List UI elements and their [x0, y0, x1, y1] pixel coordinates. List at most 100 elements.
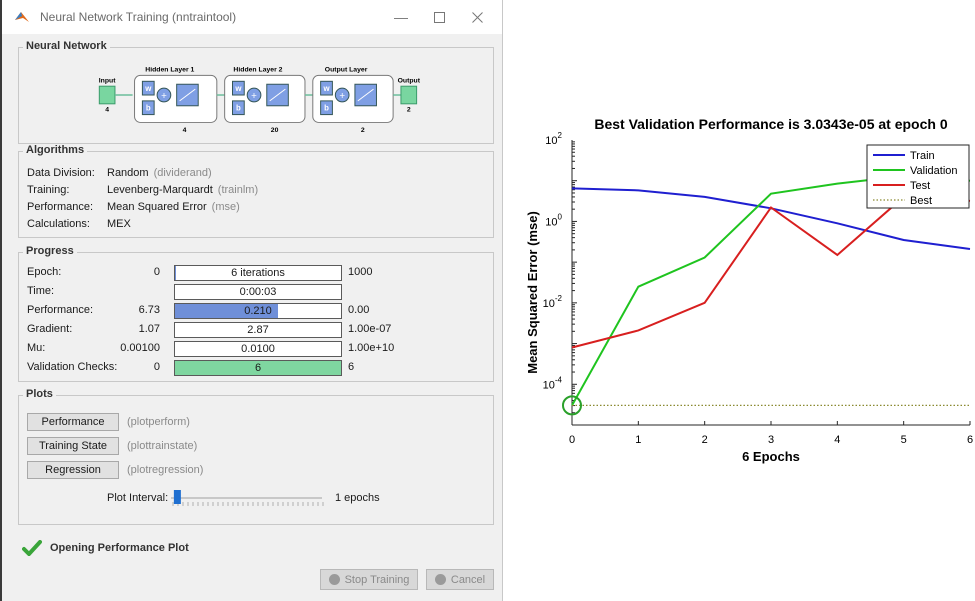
minimize-icon[interactable]: —	[394, 9, 408, 25]
progress-row: Validation Checks: 0 6 6	[27, 360, 487, 376]
maximize-icon[interactable]	[420, 0, 458, 34]
progress-key: Gradient:	[27, 323, 73, 335]
progress-bar: 6	[174, 360, 342, 376]
progress-value: 0.210	[244, 305, 272, 317]
algorithms-heading: Algorithms	[23, 144, 88, 156]
progress-fill	[175, 266, 176, 280]
plotregression-label: (plotregression)	[127, 464, 204, 476]
performance-chart: Best Validation Performance is 3.0343e-0…	[525, 116, 973, 464]
input-size: 4	[105, 107, 109, 114]
x-tick-label: 0	[569, 434, 575, 446]
x-tick-label: 4	[834, 434, 840, 446]
output-label: Output	[398, 77, 421, 84]
progress-key: Mu:	[27, 342, 46, 354]
stop-training-label: Stop Training	[344, 573, 410, 586]
progress-bar: 0:00:03	[174, 284, 342, 300]
progress-value: 0:00:03	[239, 286, 277, 298]
svg-text:+: +	[339, 91, 345, 102]
progress-key: Time:	[27, 285, 55, 297]
algorithm-key: Training:	[27, 184, 70, 196]
progress-start: 0	[153, 361, 160, 373]
legend-entry: Validation	[910, 165, 958, 177]
algorithm-value: Levenberg-Marquardt	[107, 184, 213, 196]
x-tick-label: 6	[967, 434, 973, 446]
algorithm-row: Calculations: MEX	[27, 218, 131, 232]
hidden2-size: 20	[271, 127, 279, 134]
series-test-line	[571, 195, 971, 349]
svg-text:+: +	[161, 91, 167, 102]
plottrainstate-label: (plottrainstate)	[127, 440, 198, 452]
status-line: Opening Performance Plot	[22, 540, 189, 556]
stop-training-button[interactable]: Stop Training	[320, 569, 418, 590]
legend-entry: Test	[910, 180, 930, 192]
progress-bar: 0.0100	[174, 341, 342, 357]
hidden2-weight: w	[234, 84, 242, 93]
output-layer-size: 2	[361, 127, 365, 134]
plotperform-label: (plotperform)	[127, 416, 190, 428]
progress-key: Validation Checks:	[27, 361, 118, 373]
algorithm-key: Calculations:	[27, 218, 90, 230]
progress-end: 1000	[348, 266, 373, 278]
progress-row: Performance: 6.73 0.210 0.00	[27, 303, 487, 319]
progress-start: 6.73	[138, 304, 160, 316]
algorithm-function: (trainlm)	[217, 184, 259, 196]
regression-plot-button[interactable]: Regression	[27, 461, 119, 479]
output-layer-label: Output Layer	[325, 67, 368, 74]
network-diagram: Input 4 Hidden Layer 1 w b + 4 Hidden La…	[99, 67, 421, 135]
slider-thumb	[173, 490, 181, 504]
stop-icon	[328, 574, 340, 585]
hidden1-size: 4	[183, 127, 187, 134]
neural-network-heading: Neural Network	[23, 40, 110, 52]
progress-bar: 6 iterations	[174, 265, 342, 281]
best-point-marker	[562, 395, 582, 416]
hidden2-bias: b	[236, 104, 241, 113]
progress-row: Time: 0:00:03	[27, 284, 487, 300]
legend-entry: Train	[910, 150, 935, 162]
x-tick-label: 3	[768, 434, 774, 446]
matlab-logo-icon	[10, 10, 34, 24]
hidden1-label: Hidden Layer 1	[145, 67, 194, 74]
x-tick-label: 2	[702, 434, 708, 446]
svg-text:+: +	[251, 91, 257, 102]
progress-start: 1.07	[138, 323, 160, 335]
hidden2-label: Hidden Layer 2	[233, 67, 282, 74]
progress-heading: Progress	[23, 245, 77, 257]
progress-end: 1.00e+10	[348, 342, 395, 354]
algorithm-row: Performance: Mean Squared Error (mse)	[27, 201, 240, 215]
algorithm-function: (dividerand)	[153, 167, 212, 179]
y-tick-label: 102	[545, 131, 562, 147]
progress-bar: 2.87	[174, 322, 342, 338]
progress-start: 0	[153, 266, 160, 278]
cancel-icon	[434, 574, 446, 585]
progress-bar: 0.210	[174, 303, 342, 319]
progress-end: 6	[348, 361, 355, 373]
cancel-button[interactable]: Cancel	[426, 569, 494, 590]
progress-start: 0.00100	[120, 342, 160, 354]
algorithm-value: MEX	[107, 218, 131, 230]
x-tick-label: 1	[635, 434, 641, 446]
legend-entry: Best	[910, 195, 932, 207]
series-validation-line	[571, 175, 971, 406]
input-label: Input	[99, 77, 116, 84]
progress-group: Progress Epoch: 0 6 iterations 1000 Time: 0:0…	[18, 245, 494, 382]
progress-value: 6	[254, 362, 262, 374]
plot-interval-slider[interactable]	[169, 489, 324, 507]
performance-plot-button[interactable]: Performance	[27, 413, 119, 431]
output-size: 2	[407, 107, 411, 114]
progress-row: Mu: 0.00100 0.0100 1.00e+10	[27, 341, 487, 357]
plots-heading: Plots	[23, 388, 56, 400]
y-tick-label: 100	[545, 212, 562, 228]
x-axis-label: 6 Epochs	[742, 449, 800, 464]
algorithm-key: Data Division:	[27, 167, 95, 179]
window-title: Neural Network Training (nntraintool)	[40, 10, 237, 24]
training-state-plot-button[interactable]: Training State	[27, 437, 119, 455]
progress-end: 0.00	[348, 304, 370, 316]
close-icon[interactable]	[458, 0, 496, 34]
progress-fill	[175, 304, 278, 318]
status-text: Opening Performance Plot	[50, 542, 189, 554]
y-tick-label: 10-4	[543, 375, 563, 391]
progress-key: Performance:	[27, 304, 94, 316]
algorithm-key: Performance:	[27, 201, 94, 213]
y-axis-label: Mean Squared Error (mse)	[525, 211, 540, 374]
progress-fill	[175, 361, 341, 375]
